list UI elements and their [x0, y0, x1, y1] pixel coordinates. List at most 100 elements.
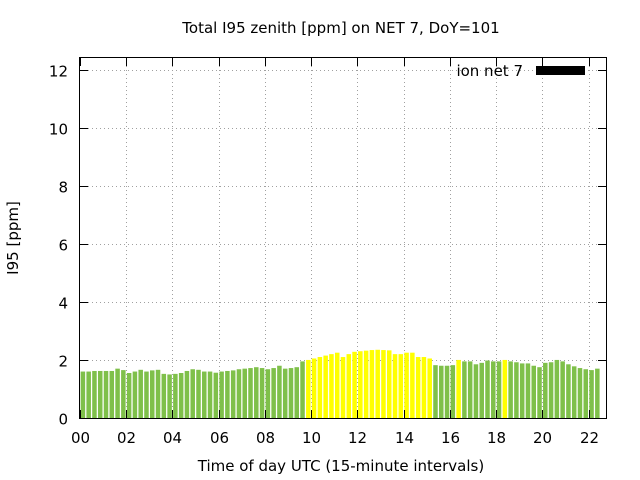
bar [543, 362, 548, 418]
bar [294, 367, 300, 418]
bar [577, 368, 583, 418]
bar [514, 362, 519, 418]
bar [519, 363, 525, 418]
bar [277, 365, 282, 418]
x-axis-label: Time of day UTC (15-minute intervals) [197, 457, 484, 475]
bar [450, 365, 456, 418]
bar [415, 357, 421, 418]
bar [300, 361, 305, 418]
bar [103, 370, 109, 418]
x-tick-label: 00 [71, 429, 90, 447]
bar [560, 361, 565, 418]
bar [583, 369, 589, 418]
bar [155, 369, 161, 418]
bar [392, 354, 398, 418]
x-tick-label: 04 [163, 429, 182, 447]
x-tick-label: 12 [348, 429, 367, 447]
bar [161, 373, 167, 418]
y-tick-label: 10 [49, 121, 68, 139]
bar [138, 369, 143, 418]
bar [485, 360, 490, 418]
bar [173, 373, 178, 418]
bar [190, 369, 195, 418]
bar [467, 361, 473, 418]
x-tick-label: 10 [302, 429, 321, 447]
bar [259, 368, 265, 418]
bar [242, 368, 247, 418]
bar [282, 368, 288, 418]
bar [346, 354, 352, 418]
bar [525, 363, 531, 418]
bar [566, 364, 571, 418]
bar [248, 368, 253, 418]
bar [109, 370, 115, 418]
bar [126, 373, 132, 418]
bar [502, 359, 508, 418]
bar [363, 350, 369, 418]
y-axis-label: I95 [ppm] [4, 201, 22, 275]
bar [479, 362, 484, 418]
bar [178, 373, 184, 418]
bar [132, 371, 138, 418]
x-tick-label: 02 [117, 429, 136, 447]
bar [421, 357, 427, 418]
legend: ion net 7 [456, 62, 585, 80]
bar [86, 371, 91, 418]
bar [288, 368, 294, 418]
bar [334, 352, 340, 418]
bar [358, 351, 363, 418]
x-tick-label: 18 [487, 429, 506, 447]
bar [306, 359, 311, 418]
bar [219, 371, 224, 418]
bar [352, 351, 357, 418]
plot-frame [79, 57, 607, 419]
bar [508, 361, 513, 418]
x-tick-label: 16 [441, 429, 460, 447]
bar [265, 369, 271, 418]
bar [369, 350, 375, 418]
bar [213, 372, 219, 418]
bar [184, 370, 190, 418]
bar [548, 362, 554, 418]
bar [311, 358, 317, 418]
bar [427, 358, 432, 418]
x-tick-label: 08 [256, 429, 275, 447]
bar [80, 371, 86, 418]
bar [121, 370, 126, 418]
bar [323, 355, 328, 418]
y-tick-label: 12 [49, 63, 68, 81]
bar [462, 361, 467, 418]
bar [531, 365, 536, 418]
y-tick-label: 6 [58, 237, 68, 255]
bar [375, 349, 380, 418]
bar [595, 368, 600, 418]
bar [433, 365, 438, 418]
x-tick-label: 20 [533, 429, 552, 447]
bar [340, 357, 346, 418]
bar [271, 368, 276, 418]
bar [92, 370, 97, 418]
bar [398, 354, 404, 418]
bar [473, 364, 479, 418]
bar [230, 370, 236, 418]
bar [554, 359, 560, 418]
y-tick-label: 2 [58, 353, 68, 371]
bar [496, 361, 502, 418]
bar [491, 361, 496, 418]
bar [537, 367, 542, 418]
x-tick-label: 06 [210, 429, 229, 447]
bar [207, 371, 213, 418]
bar [589, 370, 594, 418]
chart-title: Total I95 zenith [ppm] on NET 7, DoY=101 [181, 19, 499, 37]
bar [254, 367, 259, 418]
y-tick-label: 8 [58, 179, 68, 197]
bar [167, 374, 172, 418]
legend-swatch [536, 66, 585, 75]
bar [329, 354, 334, 418]
bar [439, 365, 444, 418]
bar [196, 369, 201, 418]
bar [115, 368, 120, 418]
bar [444, 365, 450, 418]
bar [150, 370, 155, 418]
